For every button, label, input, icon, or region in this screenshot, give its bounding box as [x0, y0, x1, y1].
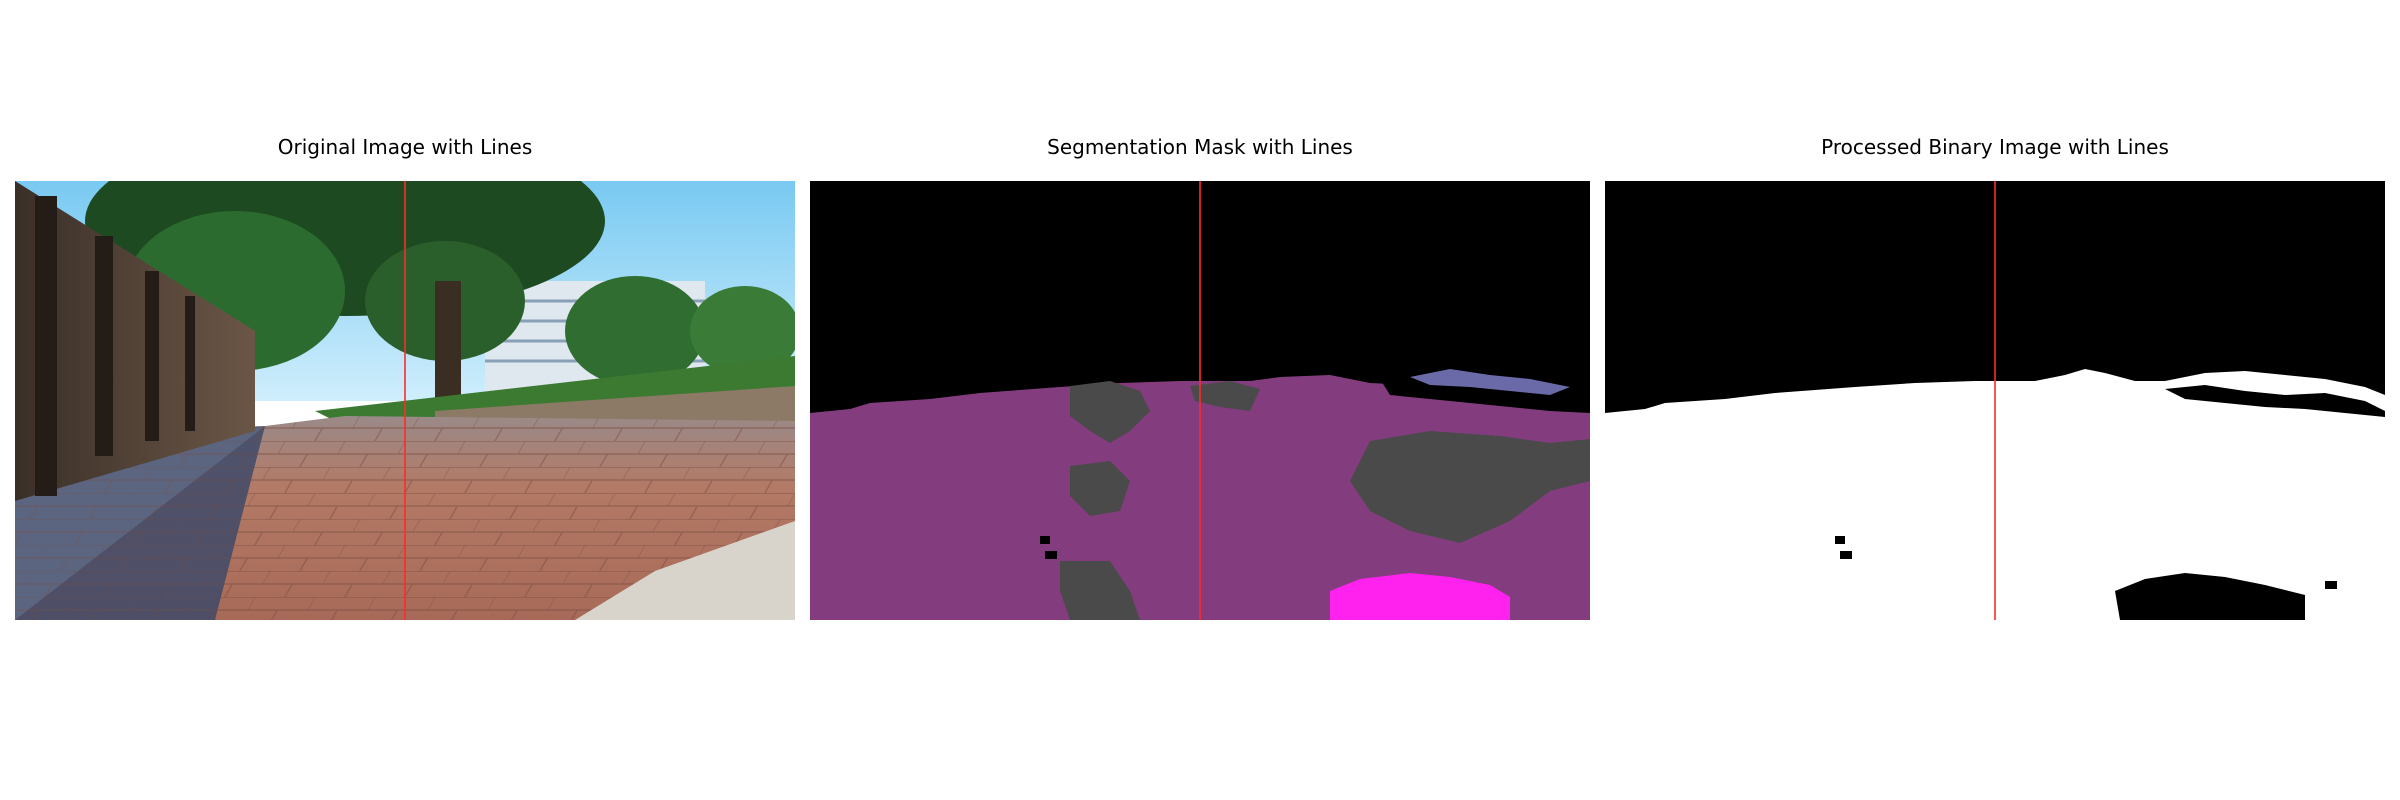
- original-image-panel: [15, 181, 795, 620]
- original-image: [15, 181, 795, 620]
- binary-image-panel: [1605, 181, 2385, 620]
- panel-title-binary: Processed Binary Image with Lines: [1821, 135, 2169, 159]
- segmentation-mask-panel: [810, 181, 1590, 620]
- segmentation-mask: [810, 181, 1590, 620]
- panel-title-segmentation: Segmentation Mask with Lines: [1047, 135, 1353, 159]
- panel-title-original: Original Image with Lines: [277, 135, 533, 159]
- binary-image: [1605, 181, 2385, 620]
